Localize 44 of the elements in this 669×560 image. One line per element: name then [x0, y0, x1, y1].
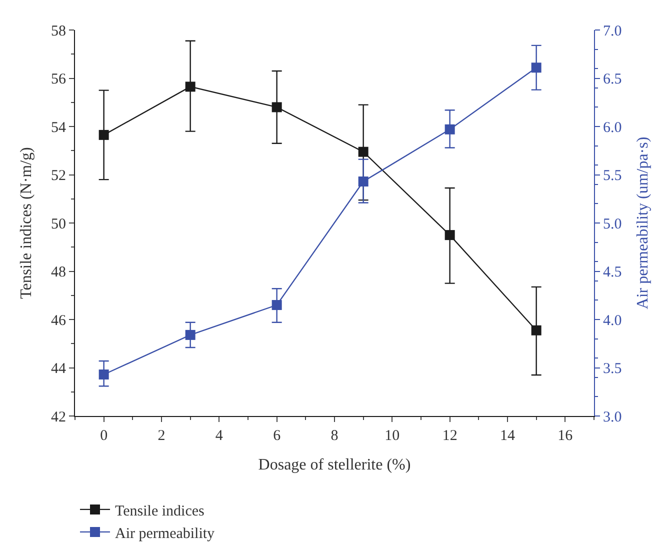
- point: [444, 124, 455, 134]
- point: [185, 82, 196, 92]
- x-tick-label: 14: [500, 428, 516, 444]
- point: [272, 102, 282, 112]
- point: [358, 146, 368, 157]
- y2-tick-label: 5.0: [603, 216, 622, 232]
- y-tick-label: 50: [51, 216, 66, 232]
- y-tick-label: 58: [51, 23, 66, 40]
- point: [185, 330, 196, 340]
- y-tick-label: 54: [51, 120, 66, 136]
- x-tick-label: 8: [330, 428, 338, 444]
- y2-tick-label: 5.5: [603, 168, 622, 184]
- y2-tick-label: 7.0: [603, 23, 622, 40]
- y2-axis-title: Air permeability (um/pa·s): [634, 136, 652, 310]
- point: [98, 130, 109, 140]
- point: [531, 325, 542, 336]
- y-tick-label: 56: [51, 72, 66, 88]
- point: [98, 370, 109, 380]
- x-axis-title: Dosage of stellerite (%): [258, 456, 411, 474]
- point: [531, 62, 542, 73]
- x-tick-label: 4: [215, 428, 224, 444]
- point: [444, 230, 455, 240]
- y2-tick-label: 3.5: [603, 361, 622, 377]
- x-tick-label: 12: [442, 428, 458, 444]
- x-tick-label: 10: [384, 428, 400, 444]
- y-tick-label: 44: [51, 361, 66, 377]
- y2-tick-label: 3.0: [603, 409, 622, 426]
- legend-label: Tensile indices: [115, 503, 205, 520]
- y-tick-label: 48: [51, 264, 66, 280]
- point: [358, 176, 368, 187]
- y-tick-label: 52: [51, 168, 66, 184]
- x-tick-label: 2: [158, 428, 166, 444]
- y2-tick-label: 6.5: [603, 72, 622, 88]
- y2-tick-label: 4.0: [603, 312, 622, 329]
- y-tick-label: 42: [51, 409, 66, 426]
- x-tick-label: 6: [273, 428, 282, 444]
- y-axis-title: Tensile indices (N·m/g): [18, 147, 35, 299]
- point: [272, 300, 282, 310]
- y2-tick-label: 6.0: [603, 120, 622, 136]
- y2-tick-label: 4.5: [603, 264, 622, 280]
- y-tick-label: 46: [51, 312, 66, 329]
- x-tick-label: 16: [558, 428, 574, 444]
- legend-label: Air permeability: [115, 526, 216, 542]
- x-tick-label: 0: [100, 428, 108, 444]
